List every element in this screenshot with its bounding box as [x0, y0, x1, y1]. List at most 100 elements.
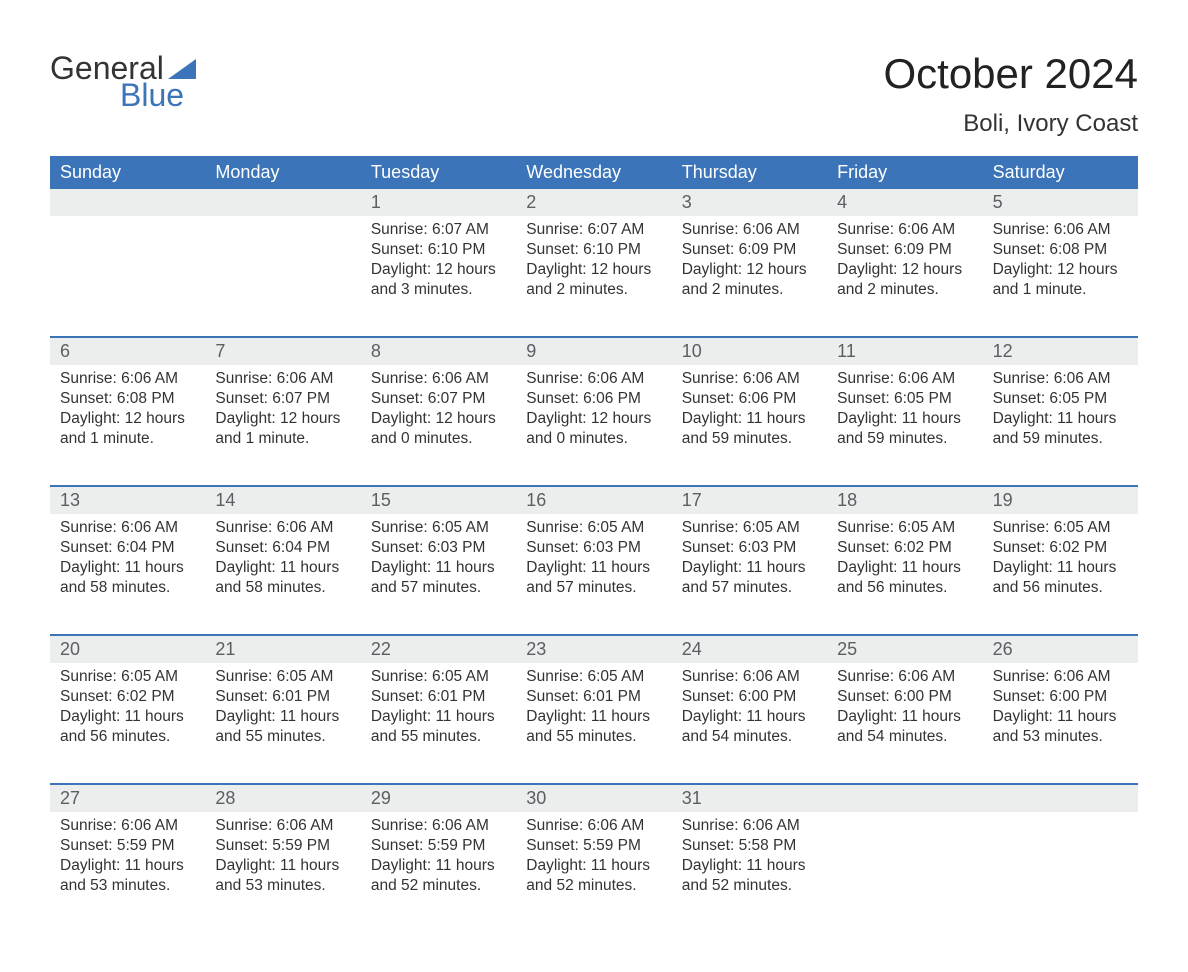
day-number: 22	[361, 636, 516, 663]
day-body: Sunrise: 6:05 AMSunset: 6:03 PMDaylight:…	[526, 514, 661, 599]
day-body: Sunrise: 6:05 AMSunset: 6:02 PMDaylight:…	[993, 514, 1128, 599]
day-cell: Sunrise: 6:05 AMSunset: 6:02 PMDaylight:…	[983, 514, 1138, 634]
day-number: 27	[50, 785, 205, 812]
day-sunset: Sunset: 6:09 PM	[837, 240, 972, 260]
day-sunrise: Sunrise: 6:05 AM	[60, 667, 195, 687]
day-number: 26	[983, 636, 1138, 663]
day-number: 4	[827, 189, 982, 216]
day-daylight1: Daylight: 11 hours	[993, 707, 1128, 727]
day-body: Sunrise: 6:05 AMSunset: 6:02 PMDaylight:…	[60, 663, 195, 748]
day-body: Sunrise: 6:06 AMSunset: 6:06 PMDaylight:…	[526, 365, 661, 450]
day-daylight2: and 58 minutes.	[60, 578, 195, 598]
calendar-grid: Sunday Monday Tuesday Wednesday Thursday…	[50, 156, 1138, 932]
day-cell: Sunrise: 6:07 AMSunset: 6:10 PMDaylight:…	[516, 216, 671, 336]
day-daylight1: Daylight: 11 hours	[526, 558, 661, 578]
week-body-row: Sunrise: 6:06 AMSunset: 6:08 PMDaylight:…	[50, 365, 1138, 485]
day-sunset: Sunset: 6:04 PM	[215, 538, 350, 558]
day-sunrise: Sunrise: 6:06 AM	[215, 518, 350, 538]
day-sunset: Sunset: 5:59 PM	[371, 836, 506, 856]
day-sunrise: Sunrise: 6:06 AM	[526, 369, 661, 389]
day-number	[827, 785, 982, 812]
day-sunrise: Sunrise: 6:06 AM	[837, 369, 972, 389]
day-body: Sunrise: 6:06 AMSunset: 5:59 PMDaylight:…	[215, 812, 350, 897]
day-daylight2: and 53 minutes.	[993, 727, 1128, 747]
day-daylight2: and 57 minutes.	[371, 578, 506, 598]
day-sunset: Sunset: 5:59 PM	[526, 836, 661, 856]
day-number: 10	[672, 338, 827, 365]
day-daylight1: Daylight: 11 hours	[215, 707, 350, 727]
day-cell: Sunrise: 6:05 AMSunset: 6:03 PMDaylight:…	[361, 514, 516, 634]
week-body-row: Sunrise: 6:07 AMSunset: 6:10 PMDaylight:…	[50, 216, 1138, 336]
day-daylight1: Daylight: 11 hours	[60, 856, 195, 876]
day-number: 18	[827, 487, 982, 514]
day-daylight2: and 56 minutes.	[837, 578, 972, 598]
day-sunset: Sunset: 6:05 PM	[993, 389, 1128, 409]
day-number: 7	[205, 338, 360, 365]
day-sunset: Sunset: 6:02 PM	[60, 687, 195, 707]
day-sunset: Sunset: 6:01 PM	[215, 687, 350, 707]
day-body: Sunrise: 6:05 AMSunset: 6:01 PMDaylight:…	[526, 663, 661, 748]
day-sunrise: Sunrise: 6:06 AM	[215, 816, 350, 836]
day-body: Sunrise: 6:06 AMSunset: 6:04 PMDaylight:…	[215, 514, 350, 599]
day-number: 6	[50, 338, 205, 365]
day-sunrise: Sunrise: 6:07 AM	[526, 220, 661, 240]
day-body: Sunrise: 6:06 AMSunset: 5:59 PMDaylight:…	[526, 812, 661, 897]
day-cell: Sunrise: 6:05 AMSunset: 6:01 PMDaylight:…	[205, 663, 360, 783]
day-daylight1: Daylight: 12 hours	[993, 260, 1128, 280]
day-number	[205, 189, 360, 216]
day-sunrise: Sunrise: 6:05 AM	[371, 667, 506, 687]
day-sunrise: Sunrise: 6:07 AM	[371, 220, 506, 240]
day-body: Sunrise: 6:07 AMSunset: 6:10 PMDaylight:…	[526, 216, 661, 301]
week-daynum-row: 12345	[50, 189, 1138, 216]
day-body: Sunrise: 6:06 AMSunset: 6:09 PMDaylight:…	[837, 216, 972, 301]
day-cell	[827, 812, 982, 932]
day-sunrise: Sunrise: 6:06 AM	[60, 518, 195, 538]
day-daylight2: and 57 minutes.	[526, 578, 661, 598]
calendar-page: General Blue October 2024 Boli, Ivory Co…	[0, 0, 1188, 972]
day-sunrise: Sunrise: 6:06 AM	[682, 369, 817, 389]
day-sunset: Sunset: 6:03 PM	[371, 538, 506, 558]
day-daylight2: and 53 minutes.	[215, 876, 350, 896]
day-cell: Sunrise: 6:06 AMSunset: 5:59 PMDaylight:…	[516, 812, 671, 932]
day-cell: Sunrise: 6:05 AMSunset: 6:02 PMDaylight:…	[827, 514, 982, 634]
day-daylight1: Daylight: 12 hours	[837, 260, 972, 280]
day-number: 8	[361, 338, 516, 365]
week-daynum-row: 6789101112	[50, 336, 1138, 365]
day-number	[50, 189, 205, 216]
day-cell: Sunrise: 6:06 AMSunset: 6:04 PMDaylight:…	[50, 514, 205, 634]
day-daylight1: Daylight: 11 hours	[682, 707, 817, 727]
day-cell: Sunrise: 6:06 AMSunset: 6:06 PMDaylight:…	[672, 365, 827, 485]
day-number: 2	[516, 189, 671, 216]
day-number: 31	[672, 785, 827, 812]
day-sunset: Sunset: 6:09 PM	[682, 240, 817, 260]
day-sunset: Sunset: 6:10 PM	[526, 240, 661, 260]
day-daylight1: Daylight: 11 hours	[837, 707, 972, 727]
day-sunrise: Sunrise: 6:05 AM	[526, 518, 661, 538]
dow-sunday: Sunday	[50, 156, 205, 189]
day-number: 14	[205, 487, 360, 514]
day-cell: Sunrise: 6:06 AMSunset: 6:08 PMDaylight:…	[50, 365, 205, 485]
day-body: Sunrise: 6:06 AMSunset: 5:58 PMDaylight:…	[682, 812, 817, 897]
day-cell: Sunrise: 6:06 AMSunset: 5:59 PMDaylight:…	[361, 812, 516, 932]
day-number: 1	[361, 189, 516, 216]
day-sunrise: Sunrise: 6:06 AM	[682, 816, 817, 836]
day-sunset: Sunset: 6:04 PM	[60, 538, 195, 558]
day-cell	[50, 216, 205, 336]
day-number: 13	[50, 487, 205, 514]
page-header: General Blue October 2024 Boli, Ivory Co…	[50, 50, 1138, 156]
day-daylight2: and 59 minutes.	[993, 429, 1128, 449]
day-daylight1: Daylight: 11 hours	[993, 558, 1128, 578]
day-cell: Sunrise: 6:05 AMSunset: 6:01 PMDaylight:…	[361, 663, 516, 783]
day-daylight2: and 57 minutes.	[682, 578, 817, 598]
day-daylight2: and 55 minutes.	[526, 727, 661, 747]
day-sunset: Sunset: 5:58 PM	[682, 836, 817, 856]
day-daylight1: Daylight: 12 hours	[371, 260, 506, 280]
dow-thursday: Thursday	[672, 156, 827, 189]
day-of-week-header: Sunday Monday Tuesday Wednesday Thursday…	[50, 156, 1138, 189]
day-body: Sunrise: 6:05 AMSunset: 6:02 PMDaylight:…	[837, 514, 972, 599]
day-cell: Sunrise: 6:06 AMSunset: 5:59 PMDaylight:…	[205, 812, 360, 932]
day-daylight1: Daylight: 11 hours	[371, 558, 506, 578]
day-daylight2: and 53 minutes.	[60, 876, 195, 896]
day-body: Sunrise: 6:06 AMSunset: 6:08 PMDaylight:…	[993, 216, 1128, 301]
day-cell: Sunrise: 6:06 AMSunset: 6:06 PMDaylight:…	[516, 365, 671, 485]
